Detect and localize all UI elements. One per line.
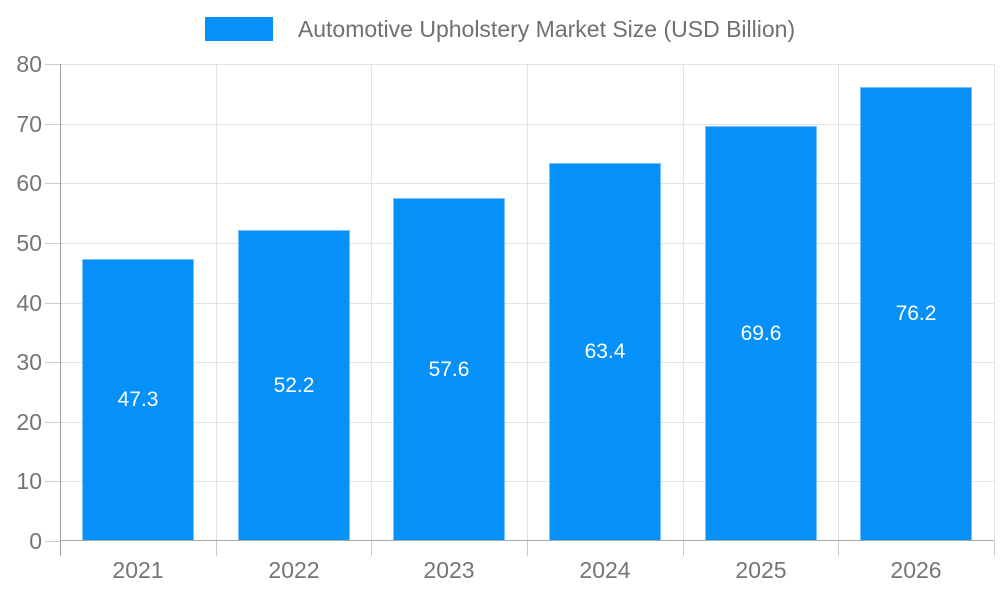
x-axis-label: 2022	[268, 557, 320, 583]
bar-2021	[82, 259, 194, 541]
x-tick	[216, 541, 217, 556]
y-axis-label: 20	[16, 409, 42, 435]
v-gridline	[527, 64, 528, 541]
y-axis-label: 0	[29, 528, 42, 554]
x-axis-label: 2023	[423, 557, 475, 583]
y-tick	[45, 124, 60, 125]
y-axis-label: 80	[16, 51, 42, 77]
x-axis-label: 2024	[579, 557, 631, 583]
x-tick	[371, 541, 372, 556]
bar-value-label: 47.3	[117, 388, 159, 411]
v-gridline	[838, 64, 839, 541]
y-tick	[45, 303, 60, 304]
bar-value-label: 57.6	[428, 358, 470, 381]
y-axis-label: 30	[16, 349, 42, 375]
y-tick	[45, 243, 60, 244]
x-tick	[994, 541, 995, 556]
y-axis-label: 70	[16, 111, 42, 137]
y-axis-line	[60, 64, 61, 556]
x-axis-baseline	[60, 540, 994, 541]
y-tick	[45, 64, 60, 65]
legend: Automotive Upholstery Market Size (USD B…	[0, 16, 1000, 42]
legend-label: Automotive Upholstery Market Size (USD B…	[297, 16, 796, 42]
bar-2024	[549, 163, 661, 541]
y-tick	[45, 541, 60, 542]
v-gridline	[683, 64, 684, 541]
v-gridline	[371, 64, 372, 541]
bar-2026	[860, 87, 972, 541]
y-tick	[45, 183, 60, 184]
x-tick	[683, 541, 684, 556]
x-axis-label: 2025	[735, 557, 787, 583]
y-axis-label: 10	[16, 468, 42, 494]
y-tick	[45, 422, 60, 423]
y-axis-label: 50	[16, 230, 42, 256]
bar-2022	[238, 230, 350, 541]
x-tick	[838, 541, 839, 556]
bar-2025	[705, 126, 817, 541]
x-axis-label: 2021	[112, 557, 164, 583]
bar-value-label: 52.2	[273, 374, 315, 397]
bar-value-label: 76.2	[895, 302, 937, 325]
y-tick	[45, 481, 60, 482]
v-gridline	[994, 64, 995, 541]
bar-value-label: 63.4	[584, 340, 626, 363]
legend-swatch	[204, 17, 273, 41]
x-axis-label: 2026	[890, 557, 942, 583]
bar-value-label: 69.6	[740, 322, 782, 345]
y-tick	[45, 362, 60, 363]
bar-2023	[393, 198, 505, 541]
x-tick	[527, 541, 528, 556]
y-axis-label: 40	[16, 290, 42, 316]
y-axis-label: 60	[16, 170, 42, 196]
v-gridline	[216, 64, 217, 541]
